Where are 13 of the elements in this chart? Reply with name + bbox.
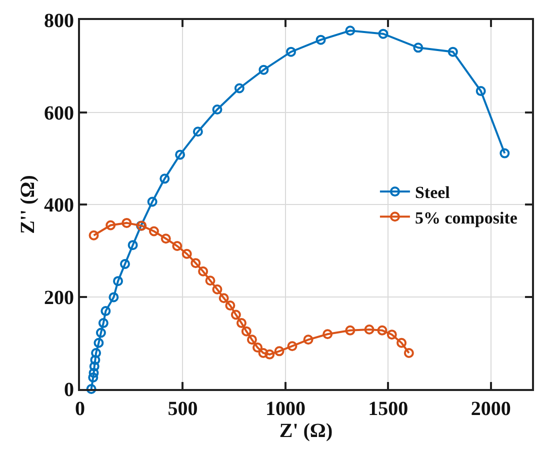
y-tick-label: 400: [44, 194, 74, 216]
x-tick-label: 2000: [470, 398, 511, 420]
x-tick-label: 1000: [265, 398, 306, 420]
y-tick-label: 800: [44, 10, 74, 32]
x-tick-label: 500: [168, 398, 198, 420]
y-tick-label: 0: [64, 379, 74, 401]
x-tick-label: 1500: [368, 398, 408, 420]
legend-label: 5% composite: [414, 208, 518, 228]
legend-label: Steel: [414, 183, 450, 202]
y-axis-title: Z'' (Ω): [17, 175, 39, 234]
y-tick-label: 600: [44, 102, 74, 124]
y-tick-label: 200: [44, 286, 74, 309]
x-axis-title: Z' (Ω): [279, 420, 333, 442]
